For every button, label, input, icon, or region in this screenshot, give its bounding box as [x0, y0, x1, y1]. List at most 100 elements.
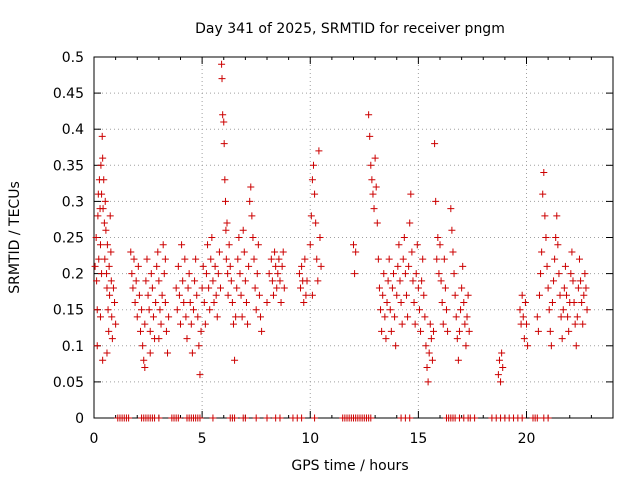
data-point: [191, 277, 199, 285]
data-point: [295, 270, 303, 278]
y-tick-label: 0.2: [62, 267, 84, 283]
data-point: [405, 262, 413, 270]
data-point: [226, 262, 234, 270]
data-point: [219, 111, 227, 119]
data-point: [140, 356, 148, 364]
data-point: [254, 241, 262, 249]
data-point: [107, 277, 115, 285]
data-point: [432, 197, 440, 205]
data-point: [419, 255, 427, 263]
data-point: [267, 255, 275, 263]
data-point: [141, 320, 149, 328]
data-point: [94, 212, 102, 220]
data-point: [274, 270, 282, 278]
data-point: [406, 219, 414, 227]
data-point: [246, 197, 254, 205]
data-point: [384, 277, 392, 285]
data-point: [248, 212, 256, 220]
data-point: [560, 284, 568, 292]
data-point: [395, 241, 403, 249]
data-point: [177, 320, 184, 328]
data-point: [239, 226, 247, 234]
data-point: [225, 241, 233, 249]
data-point: [368, 176, 376, 184]
data-point: [387, 327, 395, 335]
data-point: [308, 291, 316, 299]
data-point: [237, 291, 245, 299]
data-point: [103, 241, 111, 249]
data-point: [212, 291, 220, 299]
data-point: [249, 234, 257, 241]
chart-title: Day 341 of 2025, SRMTID for receiver png…: [195, 21, 505, 37]
data-point: [402, 291, 410, 299]
data-point: [146, 349, 154, 357]
data-point: [306, 241, 314, 249]
data-point: [571, 320, 579, 328]
data-point: [453, 335, 461, 343]
data-point: [258, 327, 266, 335]
data-point: [155, 335, 163, 343]
data-point: [569, 277, 577, 285]
data-point: [138, 306, 146, 314]
data-point: [409, 277, 417, 285]
data-point: [155, 277, 163, 285]
y-tick-label: 0.4: [62, 122, 84, 138]
data-point: [565, 327, 573, 335]
data-point: [229, 320, 237, 328]
data-point: [244, 320, 252, 328]
data-point: [220, 118, 228, 126]
data-point: [557, 313, 565, 321]
data-point: [421, 313, 429, 321]
data-point: [424, 378, 432, 386]
data-point: [392, 342, 400, 350]
data-point: [373, 219, 381, 227]
data-point: [102, 226, 110, 234]
data-point: [265, 270, 273, 278]
data-point: [379, 291, 387, 299]
data-point: [187, 320, 195, 328]
data-point: [139, 342, 147, 350]
data-point: [96, 313, 104, 321]
data-point: [461, 320, 469, 328]
data-point: [317, 262, 325, 270]
data-point: [277, 298, 285, 306]
data-point: [268, 277, 276, 285]
x-axis-label: GPS time / hours: [291, 458, 408, 474]
data-point: [559, 306, 567, 314]
data-point: [217, 284, 225, 292]
data-point: [97, 161, 105, 169]
x-tick-label: 5: [198, 431, 207, 447]
data-point: [101, 255, 109, 263]
data-point: [400, 234, 408, 241]
data-point: [451, 291, 459, 299]
data-point: [199, 262, 207, 270]
data-point: [308, 176, 316, 184]
data-point: [452, 313, 460, 321]
data-point: [241, 277, 249, 285]
data-point: [437, 277, 445, 285]
data-point: [564, 313, 572, 321]
data-point: [145, 306, 153, 314]
data-point: [454, 356, 462, 364]
data-point: [393, 291, 401, 299]
data-point: [367, 414, 375, 422]
data-point: [385, 255, 393, 263]
data-point: [471, 414, 479, 422]
data-point: [93, 342, 101, 350]
data-point: [106, 291, 114, 299]
data-point: [572, 342, 580, 350]
data-point: [367, 161, 375, 169]
data-point: [222, 226, 230, 234]
data-point: [430, 327, 438, 335]
data-point: [99, 205, 107, 213]
data-point: [311, 190, 319, 198]
data-point: [465, 327, 473, 335]
data-point: [174, 262, 182, 270]
data-point: [309, 161, 317, 169]
data-point: [107, 248, 115, 256]
data-point: [575, 255, 583, 263]
data-point: [272, 262, 280, 270]
data-point: [205, 284, 213, 292]
y-tick-label: 0.25: [53, 231, 84, 247]
data-point: [197, 327, 205, 335]
